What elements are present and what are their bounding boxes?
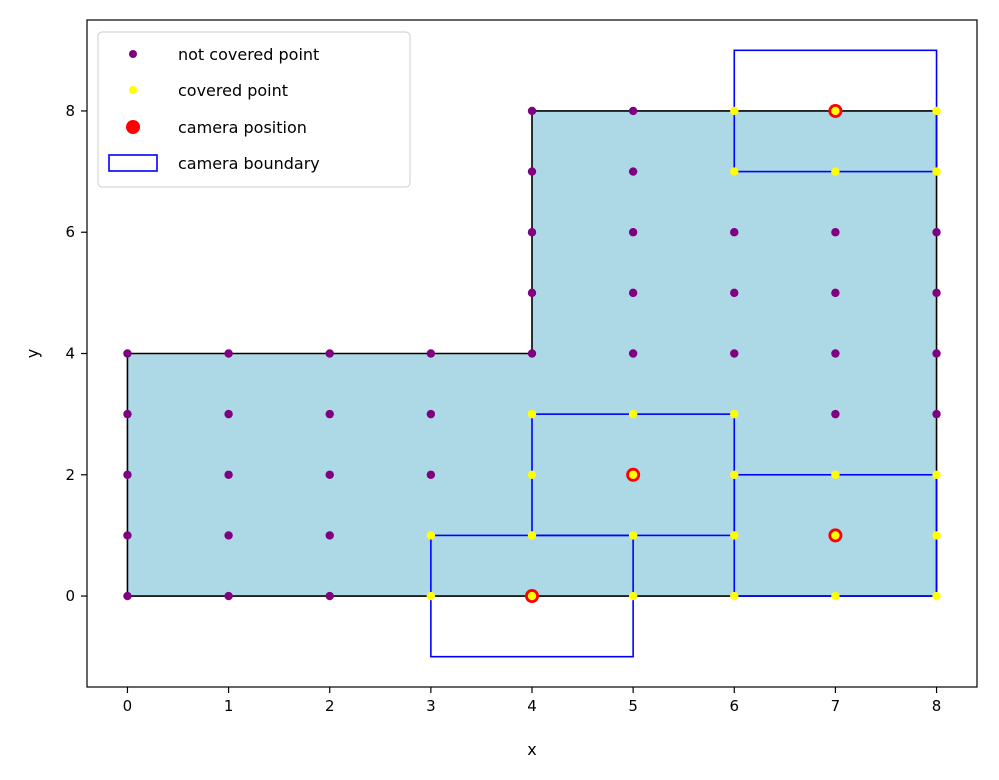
covered-point	[831, 470, 840, 479]
not-covered-point	[527, 349, 537, 358]
covered-point	[932, 470, 941, 479]
covered-point	[628, 409, 638, 419]
legend-symbol-camera	[126, 120, 140, 134]
not-covered-point	[730, 228, 739, 237]
x-axis-label: x	[527, 740, 536, 759]
not-covered-point	[325, 349, 334, 358]
x-tick-label: 7	[831, 697, 841, 715]
covered-point	[730, 531, 739, 540]
x-tick-label: 1	[224, 697, 234, 715]
covered-point	[730, 409, 739, 419]
not-covered-point	[932, 288, 941, 298]
not-covered-point	[426, 349, 436, 358]
covered-point	[730, 591, 739, 601]
not-covered-point	[628, 167, 638, 176]
not-covered-point	[325, 591, 334, 601]
not-covered-point	[730, 288, 739, 298]
not-covered-point	[831, 349, 840, 358]
not-covered-point	[527, 228, 537, 237]
y-tick-label: 6	[65, 223, 75, 241]
not-covered-point	[831, 409, 840, 419]
not-covered-point	[123, 531, 132, 540]
not-covered-point	[628, 106, 638, 116]
legend-symbol-covered	[129, 86, 137, 94]
not-covered-point	[123, 591, 132, 601]
x-tick-label: 3	[426, 697, 436, 715]
covered-point	[831, 167, 840, 176]
not-covered-point	[224, 409, 233, 419]
covered-point	[628, 591, 638, 601]
camera-covered-point	[831, 106, 840, 116]
not-covered-point	[932, 409, 941, 419]
covered-point	[426, 591, 436, 601]
covered-point	[628, 531, 638, 540]
legend-symbol-boundary	[108, 154, 158, 172]
y-axis-label: y	[23, 349, 42, 358]
not-covered-point	[628, 228, 638, 237]
legend-label: camera boundary	[178, 154, 320, 173]
not-covered-point	[426, 470, 436, 479]
covered-point	[527, 531, 537, 540]
covered-point	[932, 106, 941, 116]
not-covered-point	[224, 349, 233, 358]
not-covered-point	[628, 349, 638, 358]
not-covered-point	[932, 228, 941, 237]
legend-label: not covered point	[178, 45, 319, 64]
x-tick-label: 6	[729, 697, 739, 715]
covered-point	[831, 591, 840, 601]
camera-covered-point	[527, 591, 537, 601]
camera-positions	[525, 103, 843, 604]
not-covered-point	[224, 470, 233, 479]
legend-symbol-not-covered	[129, 50, 137, 58]
legend-label: covered point	[178, 81, 288, 100]
y-axis-ticks: 0 2 4 6 8	[65, 102, 87, 605]
covered-point	[527, 409, 537, 419]
y-tick-label: 4	[65, 345, 75, 363]
not-covered-point	[628, 288, 638, 298]
covered-point	[527, 470, 537, 479]
not-covered-point	[426, 409, 436, 419]
covered-point	[730, 167, 739, 176]
covered-point	[932, 531, 941, 540]
covered-point	[730, 470, 739, 479]
not-covered-point	[831, 288, 840, 298]
y-tick-label: 8	[65, 102, 75, 120]
covered-point	[932, 167, 941, 176]
not-covered-point	[325, 409, 334, 419]
not-covered-point	[224, 531, 233, 540]
not-covered-point	[932, 349, 941, 358]
not-covered-point	[831, 228, 840, 237]
not-covered-point	[224, 591, 233, 601]
camera-covered-point	[831, 531, 840, 540]
y-tick-label: 2	[65, 466, 75, 484]
camera-covered-point	[628, 470, 638, 479]
not-covered-point	[325, 531, 334, 540]
x-tick-label: 0	[123, 697, 133, 715]
x-axis-ticks: 0 1 2 3 4 5 6 7 8	[123, 687, 942, 715]
covered-point	[730, 106, 739, 116]
x-tick-label: 8	[932, 697, 942, 715]
not-covered-point	[527, 106, 537, 116]
covered-point	[426, 531, 436, 540]
x-tick-label: 5	[628, 697, 638, 715]
x-tick-label: 4	[527, 697, 537, 715]
not-covered-point	[123, 409, 132, 419]
plot-area	[123, 49, 941, 658]
y-tick-label: 0	[65, 587, 75, 605]
legend-label: camera position	[178, 118, 307, 137]
legend-box	[97, 31, 411, 188]
not-covered-point	[730, 349, 739, 358]
x-tick-label: 2	[325, 697, 335, 715]
covered-point	[932, 591, 941, 601]
not-covered-point	[527, 167, 537, 176]
legend: not covered point covered point camera pos…	[97, 31, 411, 188]
not-covered-point	[123, 349, 132, 358]
not-covered-point	[123, 470, 132, 479]
not-covered-point	[527, 288, 537, 298]
not-covered-point	[325, 470, 334, 479]
